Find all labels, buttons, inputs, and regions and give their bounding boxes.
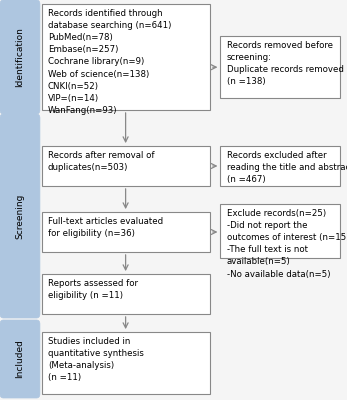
FancyBboxPatch shape xyxy=(42,212,210,252)
FancyBboxPatch shape xyxy=(220,204,340,258)
FancyBboxPatch shape xyxy=(42,146,210,186)
FancyBboxPatch shape xyxy=(220,36,340,98)
FancyBboxPatch shape xyxy=(42,4,210,110)
Text: Records excluded after
reading the title and abstract
(n =467): Records excluded after reading the title… xyxy=(227,151,347,184)
Text: Records after removal of
duplicates(n=503): Records after removal of duplicates(n=50… xyxy=(48,151,154,172)
FancyBboxPatch shape xyxy=(0,0,40,114)
FancyBboxPatch shape xyxy=(42,274,210,314)
FancyBboxPatch shape xyxy=(0,320,40,398)
FancyBboxPatch shape xyxy=(42,332,210,394)
Text: Studies included in
quantitative synthesis
(Meta-analysis)
(n =11): Studies included in quantitative synthes… xyxy=(48,337,144,382)
Text: Exclude records(n=25)
-Did not report the
outcomes of interest (n=15)
-The full : Exclude records(n=25) -Did not report th… xyxy=(227,209,347,278)
Text: Screening: Screening xyxy=(16,193,24,239)
FancyBboxPatch shape xyxy=(0,114,40,318)
Text: Records identified through
database searching (n=641)
PubMed(n=78)
Embase(n=257): Records identified through database sear… xyxy=(48,9,171,115)
Text: Records removed before
screening:
Duplicate records removed
(n =138): Records removed before screening: Duplic… xyxy=(227,41,344,86)
Text: Included: Included xyxy=(16,340,24,378)
FancyBboxPatch shape xyxy=(220,146,340,186)
Text: Reports assessed for
eligibility (n =11): Reports assessed for eligibility (n =11) xyxy=(48,279,138,300)
Text: Identification: Identification xyxy=(16,27,24,87)
Text: Full-text articles evaluated
for eligibility (n=36): Full-text articles evaluated for eligibi… xyxy=(48,217,163,238)
